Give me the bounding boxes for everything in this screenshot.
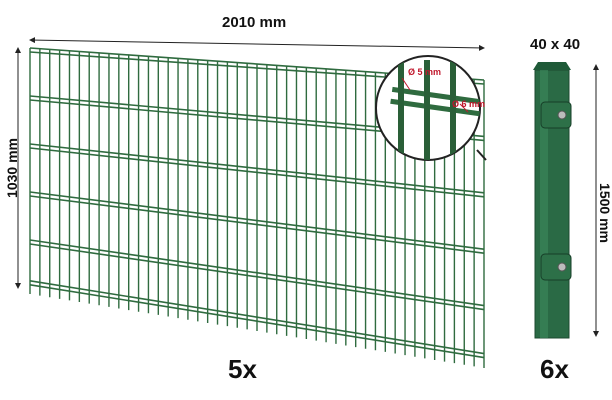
- horizontal-wire: [29, 243, 485, 311]
- upper-clamp: [540, 101, 572, 129]
- horizontal-wire: [29, 147, 485, 198]
- horizontal-wire: [29, 239, 485, 307]
- horizontal-wire: [29, 191, 485, 250]
- horizontal-wire: [29, 143, 485, 194]
- horizontal-wire: [29, 280, 485, 355]
- magnifier-handle: [476, 149, 487, 161]
- post-section-label: 40 x 40: [530, 36, 581, 53]
- post-quantity: 6x: [540, 354, 569, 384]
- thin-wire-pointer: [401, 77, 411, 91]
- wire-detail-magnifier: [375, 55, 487, 161]
- fence-panel: [29, 47, 485, 368]
- panel-quantity: 5x: [228, 354, 257, 384]
- post-cap: [533, 62, 571, 70]
- thin-wire-label: Ø 5 mm: [408, 67, 442, 77]
- post-height-label: 1500 mm: [597, 183, 612, 243]
- thick-wire-label: Ø 6 mm: [452, 99, 486, 109]
- panel-width-label: 2010 mm: [222, 14, 287, 31]
- thick-wire-pointer: [459, 103, 469, 113]
- panel-height-label: 1030 mm: [4, 138, 20, 198]
- lower-clamp: [540, 253, 572, 281]
- horizontal-wire: [29, 284, 485, 359]
- horizontal-wire: [29, 195, 485, 254]
- width-dimension-line: [29, 37, 485, 51]
- fence-post: [533, 62, 572, 339]
